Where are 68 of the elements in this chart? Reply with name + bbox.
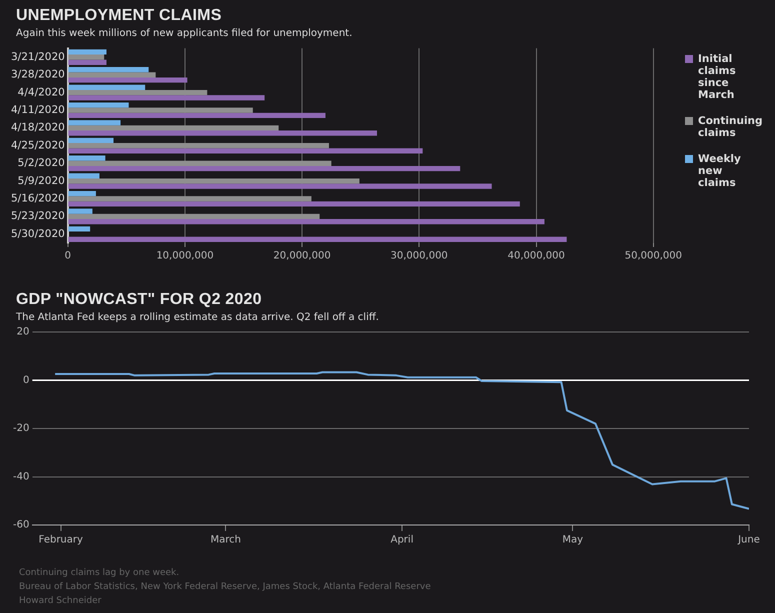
y-tick-label: -20 — [12, 423, 30, 434]
bar — [68, 219, 544, 224]
y-tick-label: 3/21/2020 — [10, 50, 65, 63]
y-tick-label: 5/2/2020 — [18, 157, 65, 170]
chart-title: UNEMPLOYMENT CLAIMS — [16, 7, 223, 25]
bar — [68, 120, 121, 126]
chart-subtitle: The Atlanta Fed keeps a rolling estimate as data arrive. Q2 fell off a cliff. — [16, 312, 380, 323]
bar — [68, 108, 253, 113]
x-tick-label: April — [390, 534, 414, 546]
x-tick-label: February — [38, 534, 84, 546]
bar — [68, 84, 146, 90]
text: Howard Schneider — [19, 595, 102, 608]
y-tick-label: 5/16/2020 — [10, 192, 65, 204]
x-tick-label: 40,000,000 — [508, 250, 565, 262]
x-tick-label: March — [210, 534, 241, 546]
bar — [68, 208, 92, 214]
y-tick-label: 3/28/2020 — [10, 68, 65, 81]
y-tick-label: 4/25/2020 — [10, 139, 65, 152]
bar — [68, 125, 279, 131]
y-tick-label: 5/9/2020 — [18, 174, 65, 187]
bar — [68, 143, 329, 148]
x-tick-label: 30,000,000 — [390, 250, 448, 262]
y-tick-label: -40 — [12, 471, 30, 482]
bar — [68, 214, 320, 220]
x-tick-label: 10,000,000 — [156, 250, 214, 262]
bar — [68, 77, 188, 83]
bar — [68, 173, 100, 178]
bar — [68, 95, 265, 100]
y-tick-label: 5/30/2020 — [10, 228, 65, 240]
bar — [68, 102, 129, 108]
y-tick-label: 5/23/2020 — [10, 210, 65, 222]
legend-label: Initial claims since March — [698, 53, 737, 101]
y-tick-label: -60 — [12, 520, 30, 531]
x-tick-label: May — [562, 534, 584, 546]
bar — [68, 54, 104, 60]
text: Continuing claims lag by one week. — [19, 567, 180, 580]
y-tick-label: 4/11/2020 — [10, 104, 65, 116]
bar — [68, 196, 312, 202]
bar — [68, 138, 114, 144]
bar — [68, 130, 377, 136]
bar — [68, 178, 360, 184]
y-tick-label: 20 — [16, 326, 30, 338]
bar — [68, 160, 332, 166]
text: Bureau of Labor Statistics, New York Federal Reserve, James Stock, Atlanta Federal Reserve — [19, 581, 431, 594]
bar — [68, 236, 567, 242]
y-tick-label: 4/4/2020 — [18, 86, 65, 98]
bar — [68, 112, 326, 118]
y-tick-label: 0 — [22, 374, 30, 386]
legend-label: Weekly new claims — [698, 153, 742, 189]
bar — [68, 156, 106, 161]
bar — [68, 60, 106, 65]
bar — [68, 72, 156, 78]
y-tick-label: 4/18/2020 — [10, 122, 65, 134]
bar — [68, 49, 106, 55]
x-tick-label: 50,000,000 — [624, 250, 682, 262]
x-tick-label: June — [737, 534, 760, 546]
bar — [68, 184, 492, 189]
bar — [68, 148, 423, 154]
bar — [68, 67, 149, 72]
x-tick-label: 20,000,000 — [273, 250, 331, 262]
chart-title: GDP "NOWCAST" FOR Q2 2020 — [16, 291, 263, 309]
bar — [68, 201, 520, 207]
bar — [68, 190, 96, 196]
bar — [68, 166, 460, 172]
bar — [68, 90, 208, 96]
chart-subtitle: Again this week millions of new applicants filed for unemployment. — [16, 28, 354, 39]
bar — [68, 226, 90, 232]
legend-label: Continuing claims — [698, 115, 763, 139]
